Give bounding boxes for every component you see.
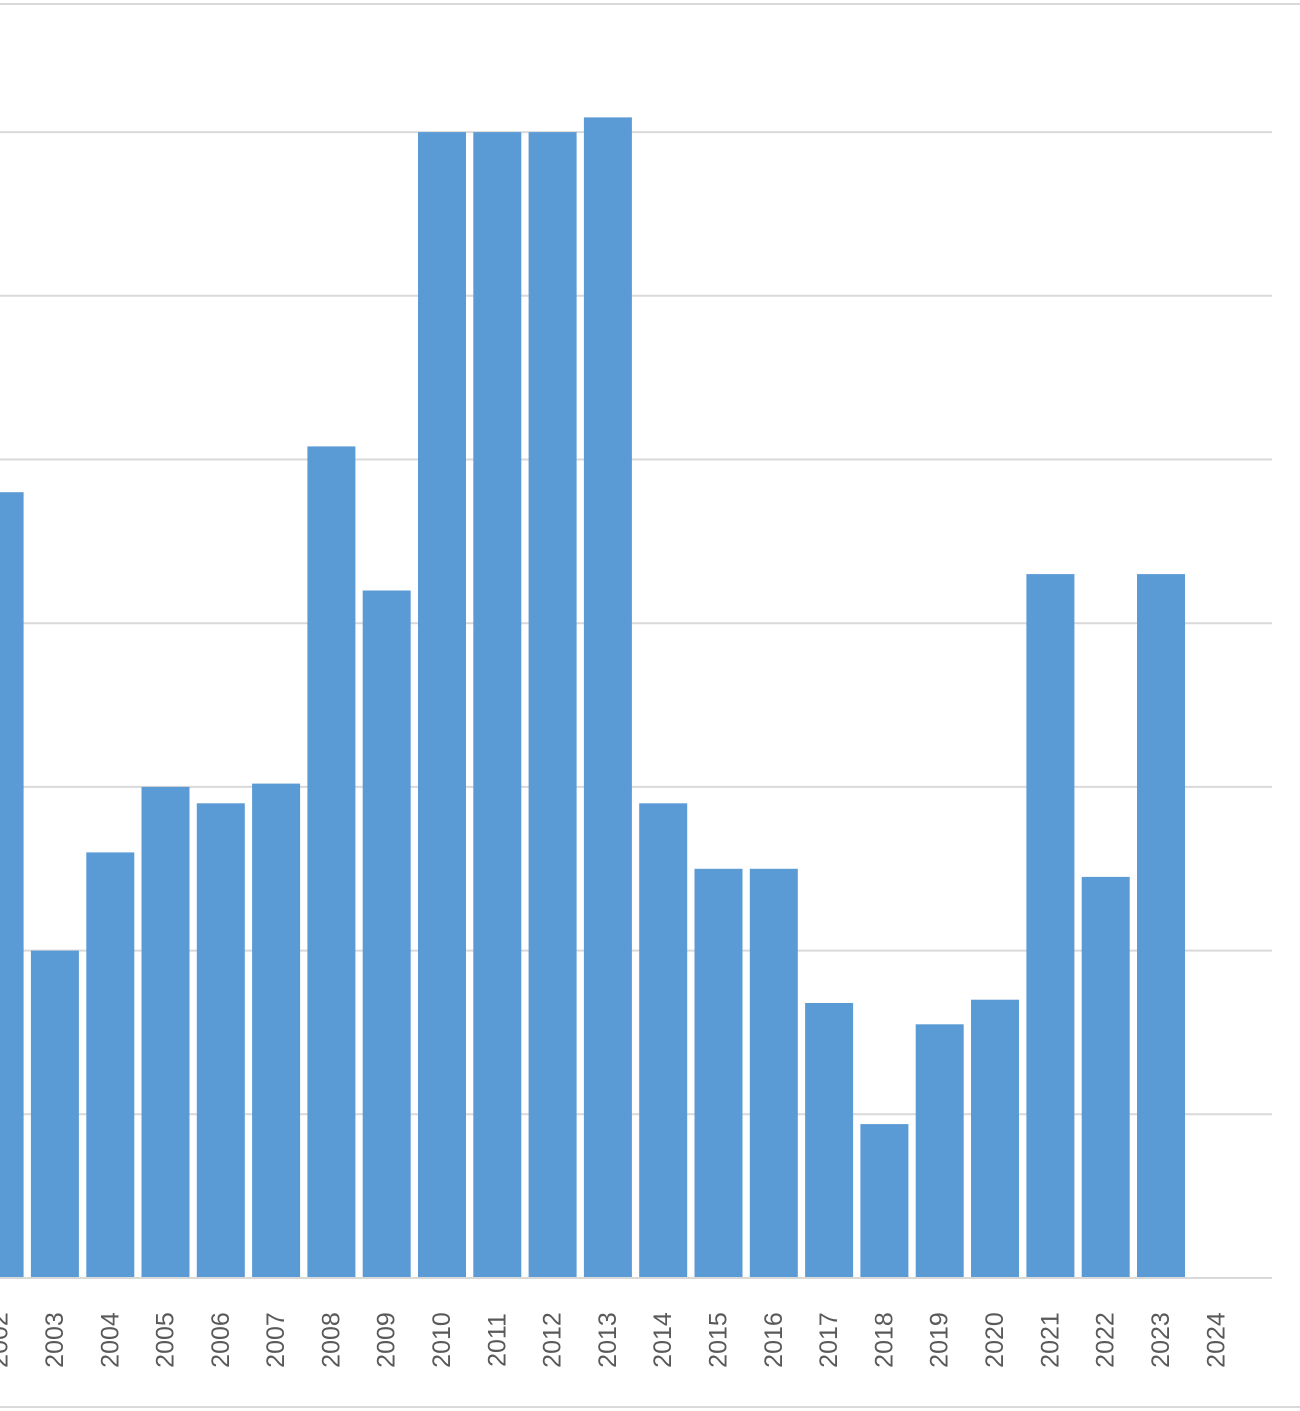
bar-2003 xyxy=(30,950,79,1278)
x-tick-label-2006: 2006 xyxy=(207,1312,235,1368)
bar-2002 xyxy=(0,492,24,1278)
x-tick-label-2004: 2004 xyxy=(96,1312,124,1368)
x-tick-label-2020: 2020 xyxy=(981,1312,1009,1368)
bar-2006 xyxy=(196,803,245,1278)
bar-2016 xyxy=(749,868,798,1279)
x-tick-label-2023: 2023 xyxy=(1147,1312,1175,1368)
x-tick-label-2022: 2022 xyxy=(1092,1312,1120,1368)
chart-frame-bottom-border xyxy=(0,1406,1300,1408)
x-tick-label-2011: 2011 xyxy=(483,1313,511,1367)
x-tick-label-2002: 2002 xyxy=(0,1312,14,1368)
bar-2005 xyxy=(141,786,190,1278)
bar-2007 xyxy=(252,783,301,1278)
bar-2008 xyxy=(307,446,356,1278)
bar-2015 xyxy=(694,868,743,1279)
x-tick-label-2005: 2005 xyxy=(152,1312,180,1368)
bar-2009 xyxy=(362,590,411,1278)
bars xyxy=(0,117,1185,1279)
x-tick-label-2021: 2021 xyxy=(1036,1312,1064,1368)
x-tick-label-2008: 2008 xyxy=(317,1312,345,1368)
x-tick-label-2009: 2009 xyxy=(373,1312,401,1368)
bar-2019 xyxy=(915,1024,964,1278)
x-tick-label-2003: 2003 xyxy=(41,1312,69,1368)
x-tick-labels: 2002 2003 2004 2005 2006 2007 2008 2009 2010 2011… xyxy=(0,1312,1230,1368)
x-tick-label-2013: 2013 xyxy=(594,1312,622,1368)
bar-2020 xyxy=(971,999,1019,1278)
x-tick-label-2016: 2016 xyxy=(760,1312,788,1368)
bar-2017 xyxy=(805,1003,854,1278)
x-tick-label-2007: 2007 xyxy=(262,1312,290,1368)
bar-2021 xyxy=(1026,574,1075,1278)
x-tick-label-2010: 2010 xyxy=(428,1312,456,1368)
gridlines xyxy=(0,131,1272,1116)
chart-frame-top-border xyxy=(0,3,1300,5)
bar-2018 xyxy=(860,1124,909,1278)
x-tick-label-2017: 2017 xyxy=(815,1312,843,1368)
bar-2011 xyxy=(473,132,522,1279)
x-tick-label-2015: 2015 xyxy=(705,1312,733,1368)
bar-2012 xyxy=(528,132,577,1279)
x-tick-label-2019: 2019 xyxy=(926,1312,954,1368)
bar-2010 xyxy=(418,132,466,1279)
x-tick-label-2012: 2012 xyxy=(539,1312,567,1368)
x-tick-label-2024: 2024 xyxy=(1202,1312,1230,1368)
bar-2014 xyxy=(639,803,688,1278)
x-tick-label-2014: 2014 xyxy=(649,1312,677,1368)
x-tick-label-2018: 2018 xyxy=(870,1312,898,1368)
bar-2023 xyxy=(1137,574,1185,1278)
bar-2022 xyxy=(1081,876,1130,1278)
bar-2004 xyxy=(86,852,135,1278)
bar-2013 xyxy=(583,117,632,1278)
